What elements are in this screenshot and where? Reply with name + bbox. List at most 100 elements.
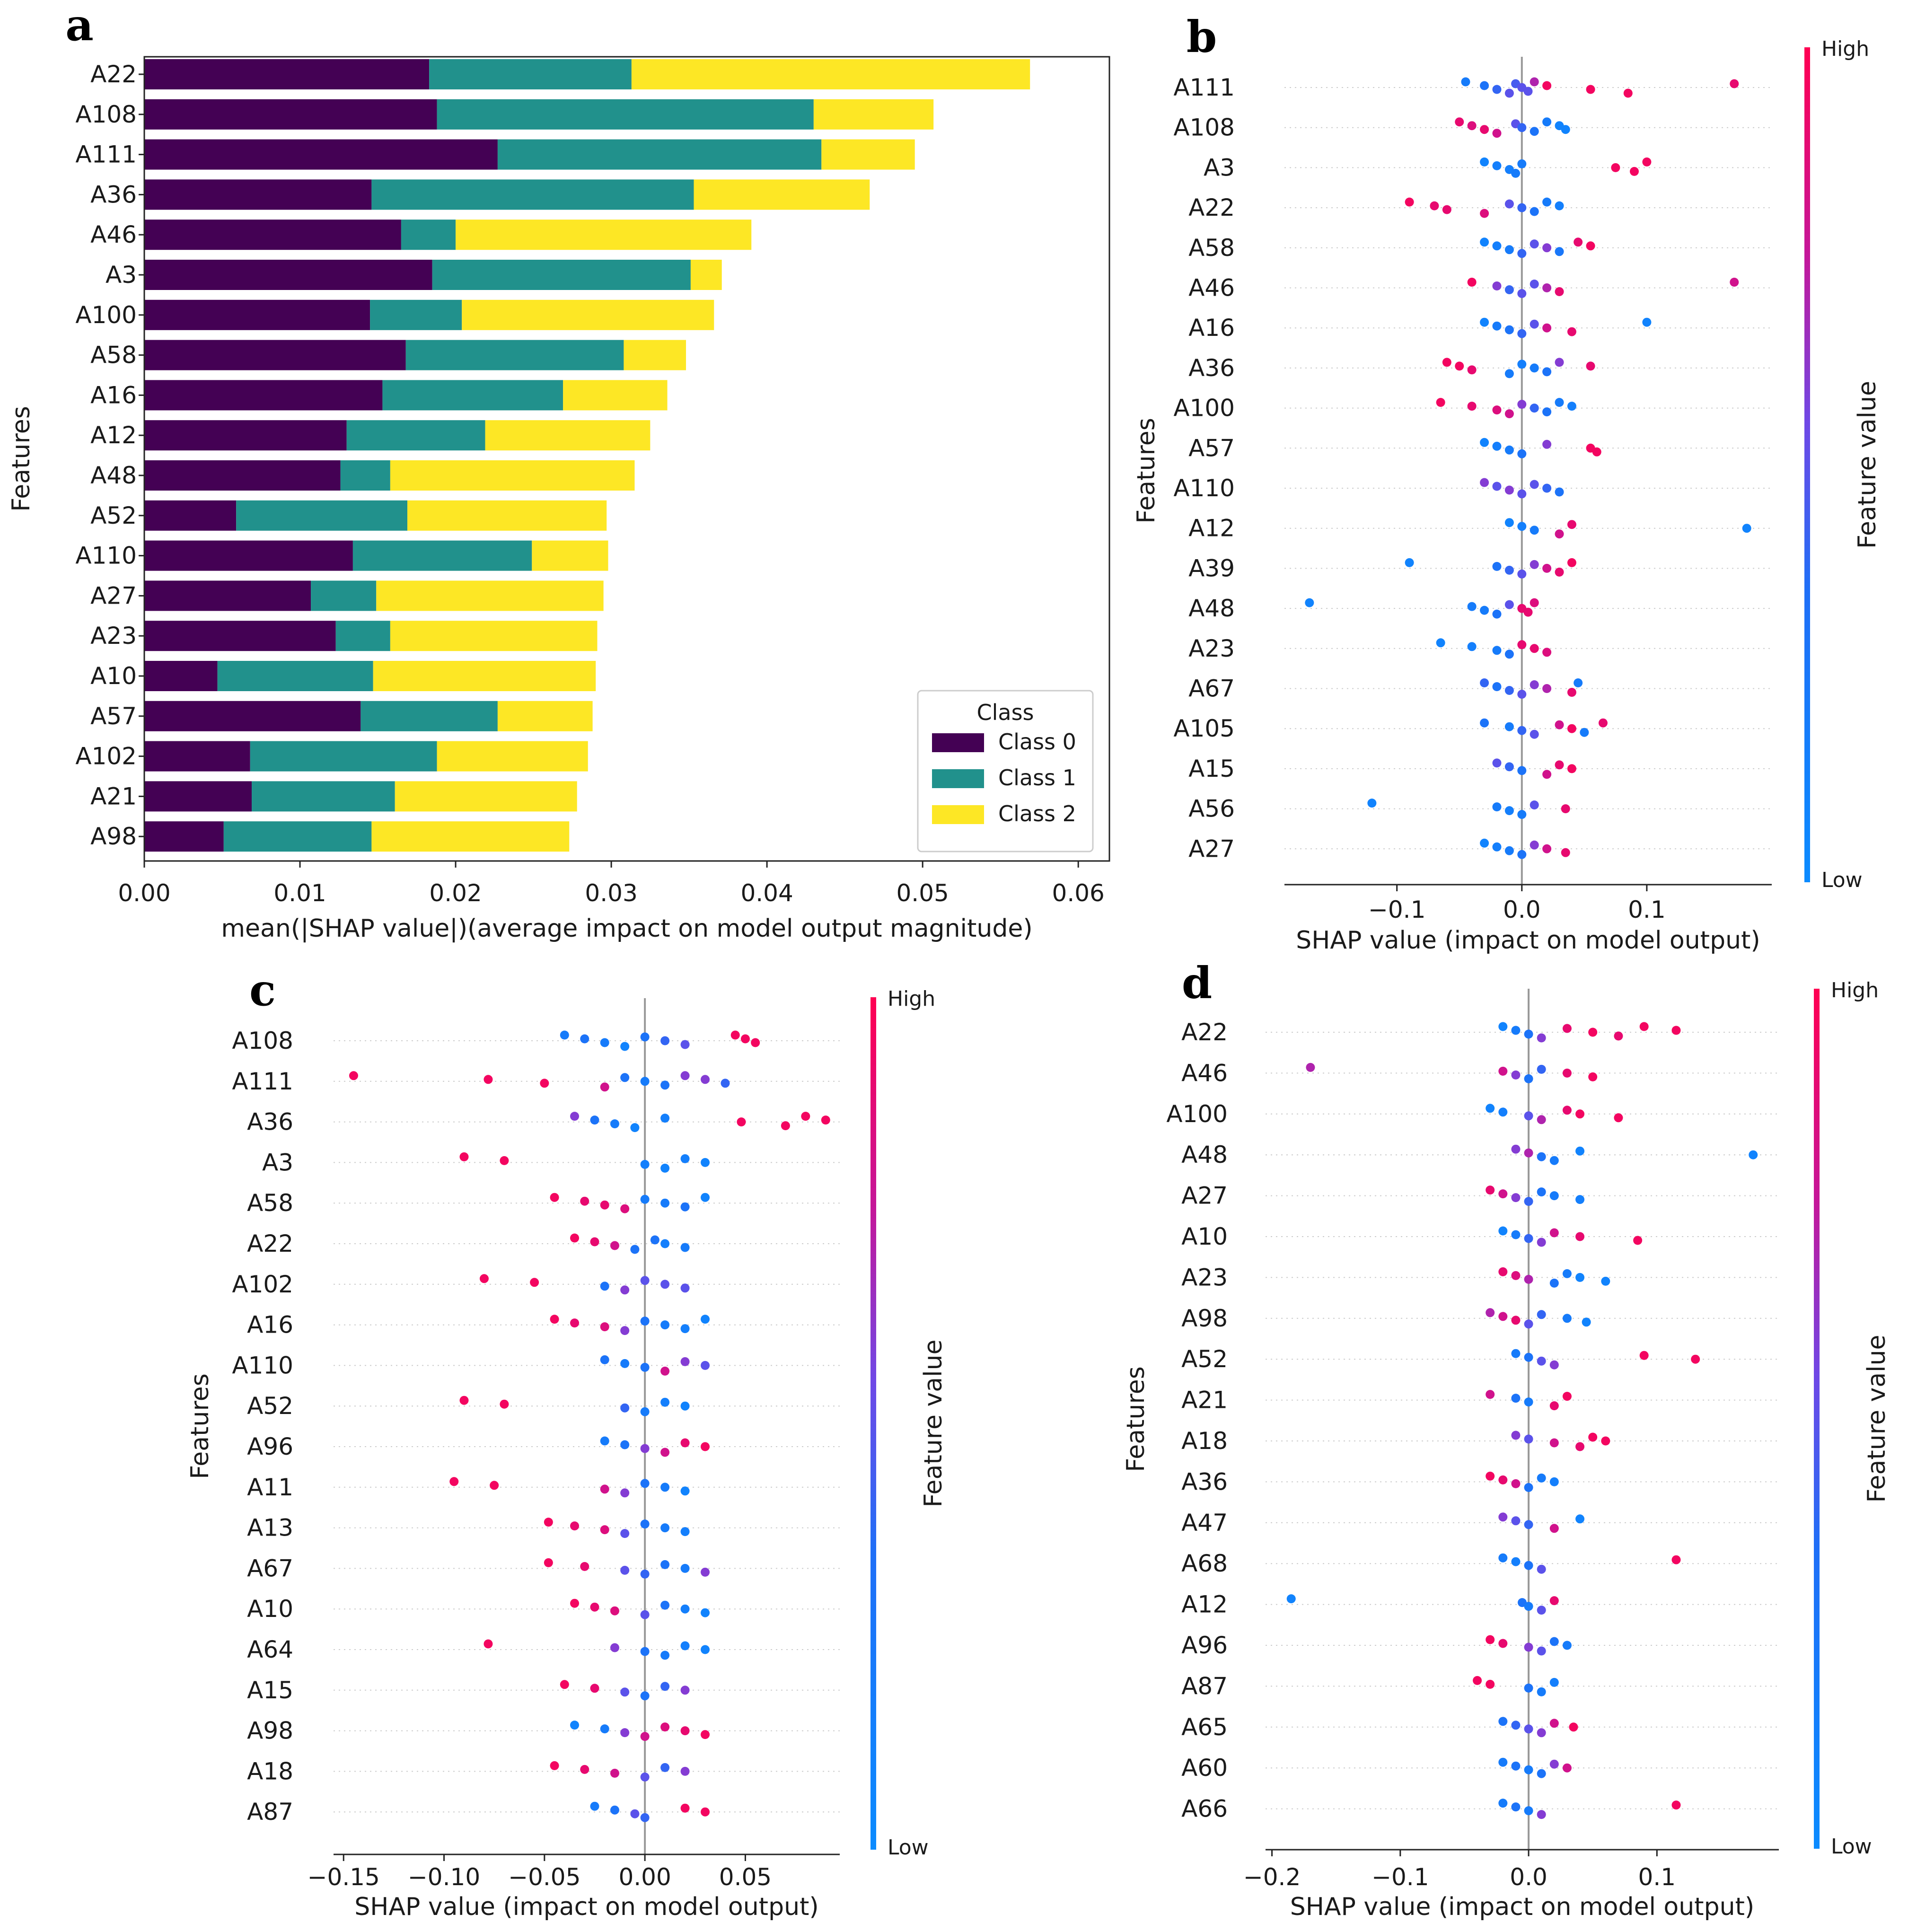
feature-label-a46: A46: [1181, 1059, 1228, 1087]
shap-point-a102: [530, 1278, 539, 1287]
feature-label-a16: A16: [1188, 314, 1235, 342]
shap-point-a11: [620, 1488, 630, 1498]
legend-swatch-class-0: [932, 733, 984, 752]
shap-point-a23: [1504, 650, 1514, 659]
shap-point-a12: [1549, 1596, 1559, 1606]
shap-point-a22: [1562, 1024, 1572, 1033]
shap-point-a56: [1561, 804, 1570, 814]
shap-point-a105: [1567, 724, 1576, 733]
panel-letter-a: a: [65, 0, 94, 51]
shap-point-a108: [560, 1030, 569, 1040]
shap-point-a15: [1517, 766, 1527, 775]
feature-label-a102: A102: [232, 1271, 293, 1298]
shap-point-a22: [1671, 1026, 1681, 1035]
shap-point-a100: [1575, 1109, 1585, 1119]
shap-point-a21: [1511, 1394, 1521, 1403]
shap-point-a87: [640, 1813, 650, 1822]
feature-label-a87: A87: [247, 1798, 293, 1826]
bar-a111-class-0: [144, 139, 498, 170]
shap-point-a46: [1524, 1074, 1533, 1083]
shap-point-a10: [1575, 1232, 1585, 1241]
shap-point-a56: [1492, 802, 1502, 812]
shap-point-a18: [1575, 1442, 1585, 1451]
shap-point-a27: [1517, 850, 1527, 859]
x-tick-label: 0.0: [1503, 896, 1541, 923]
shap-point-a98: [600, 1724, 609, 1734]
shap-point-a36: [737, 1117, 746, 1127]
shap-point-a110: [660, 1366, 670, 1376]
bar-a58-class-0: [144, 340, 406, 370]
feature-label-a98: A98: [247, 1717, 293, 1745]
bar-a58-class-2: [624, 340, 686, 370]
panel-a: a A22 A108 A111 A36 A46 A3 A100 A58 A16 A12 A48 A52 A…: [7, 0, 1110, 943]
shap-point-a67: [701, 1567, 710, 1577]
shap-point-a64: [680, 1641, 690, 1651]
shap-point-a46: [1588, 1072, 1598, 1081]
x-tick-label: 0.02: [429, 879, 482, 907]
shap-point-a47: [1549, 1524, 1559, 1533]
shap-point-a100: [1567, 402, 1576, 411]
shap-point-a11: [660, 1483, 670, 1492]
shap-point-a27: [1498, 1189, 1508, 1199]
shap-point-a67: [660, 1560, 670, 1569]
shap-point-a10: [590, 1602, 599, 1612]
feature-label-a21: A21: [1181, 1387, 1228, 1414]
shap-point-a110: [1492, 482, 1502, 491]
shap-point-a13: [660, 1523, 670, 1533]
shap-point-a100: [1614, 1113, 1623, 1123]
feature-label-a27: A27: [1188, 835, 1235, 862]
shap-point-a60: [1524, 1765, 1533, 1774]
shap-point-a15: [1567, 764, 1576, 773]
shap-point-a68: [1524, 1561, 1533, 1570]
x-axis-label: SHAP value (impact on model output): [354, 1893, 818, 1921]
shap-point-a108: [751, 1038, 760, 1047]
panel-letter-c: c: [249, 965, 276, 1016]
shap-point-a18: [640, 1772, 650, 1782]
shap-point-a58: [1555, 247, 1564, 256]
shap-point-a108: [640, 1032, 650, 1042]
shap-point-a100: [1537, 1115, 1546, 1124]
shap-point-a22: [1639, 1022, 1649, 1031]
shap-point-a110: [680, 1357, 690, 1366]
colorbar-label: Feature value: [1853, 381, 1882, 549]
shap-point-a57: [1592, 447, 1601, 457]
shap-point-a16: [1504, 325, 1514, 334]
shap-point-a10: [1524, 1234, 1533, 1243]
shap-point-a65: [1549, 1719, 1559, 1728]
x-tick-label: 0.00: [118, 879, 170, 907]
feature-label-a47: A47: [1181, 1509, 1228, 1537]
shap-point-a87: [1486, 1679, 1495, 1689]
feature-label-a18: A18: [247, 1757, 293, 1785]
shap-point-a108: [1492, 129, 1502, 138]
shap-point-a48: [1749, 1150, 1758, 1159]
x-tick-label: −0.15: [308, 1863, 380, 1891]
shap-point-a64: [610, 1643, 619, 1652]
shap-point-a12: [1567, 520, 1576, 529]
shap-point-a27: [1549, 1191, 1559, 1201]
shap-point-a27: [1486, 1186, 1495, 1195]
shap-point-a58: [550, 1193, 559, 1202]
shap-point-a13: [570, 1521, 580, 1531]
x-tick-label: −0.10: [408, 1863, 480, 1891]
shap-point-a46: [1467, 278, 1477, 287]
shap-point-a22: [590, 1237, 599, 1247]
shap-point-a12: [1524, 1602, 1533, 1611]
shap-point-a16: [1492, 321, 1502, 331]
shap-point-a46: [1504, 285, 1514, 294]
feature-label-a22: A22: [1188, 194, 1235, 221]
shap-point-a67: [1504, 686, 1514, 695]
shap-point-a46: [1562, 1068, 1572, 1078]
shap-point-a98: [1537, 1310, 1546, 1319]
shap-point-a18: [610, 1768, 619, 1778]
shap-point-a87: [1537, 1687, 1546, 1696]
shap-point-a27: [1530, 840, 1539, 850]
feature-label-a58: A58: [1188, 234, 1235, 262]
shap-point-a100: [1492, 405, 1502, 415]
shap-point-a96: [640, 1444, 650, 1453]
shap-point-a10: [680, 1604, 690, 1614]
shap-point-a100: [1498, 1107, 1508, 1117]
bar-a36-class-2: [694, 179, 870, 210]
shap-point-a48: [1524, 1148, 1533, 1158]
shap-point-a21: [1524, 1397, 1533, 1407]
shap-point-a10: [610, 1606, 619, 1616]
